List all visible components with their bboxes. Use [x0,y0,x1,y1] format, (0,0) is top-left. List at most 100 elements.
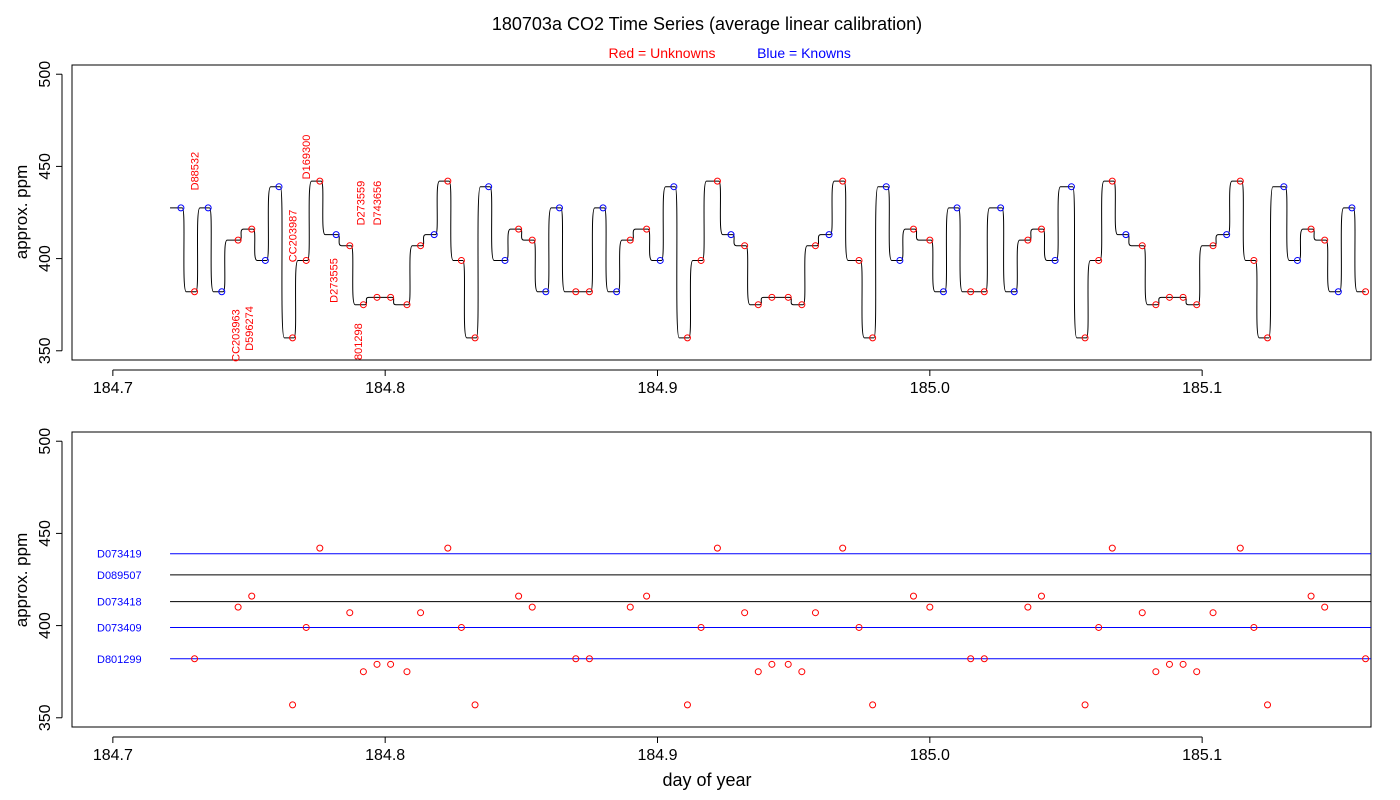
top-x-tick-label: 185.1 [1182,380,1222,397]
unknown-point [359,668,367,676]
unknown-point [191,655,199,663]
unknown-point [1165,293,1173,301]
unknown-point [626,603,634,611]
known-point [1293,256,1301,264]
unknown-point [289,334,297,342]
unknown-point [697,623,705,631]
bottom-y-tick-label: 500 [37,428,54,455]
top-panel: approx. ppm 184.7 184.8 184.9 185.0 185.1 350… [12,61,1372,397]
known-point [953,204,961,212]
unknown-point [471,701,479,709]
sample-label: 801298 [353,323,365,360]
unknown-point [741,242,749,250]
top-y-tick-label: 350 [37,337,54,364]
unknown-point [528,236,536,244]
reference-label: D073419 [97,549,142,561]
top-x-tick-label: 184.7 [93,380,133,397]
unknown-point [798,668,806,676]
sample-label: CC203987 [288,210,300,263]
unknown-point [1321,603,1329,611]
known-point [261,256,269,264]
unknown-point [643,225,651,233]
unknown-point [811,242,819,250]
unknown-point [191,288,199,296]
unknown-point [967,288,975,296]
known-point [882,183,890,191]
top-y-tick-label: 450 [37,153,54,180]
top-x-tick-label: 184.9 [637,380,677,397]
unknown-point [1307,225,1315,233]
unknown-point [784,660,792,668]
known-point [218,288,226,296]
unknown-point [572,655,580,663]
bottom-panel: approx. ppm 184.7 184.8 184.9 185.0 185.1 350… [12,428,1372,790]
unknown-point [346,609,354,617]
sample-label: D743656 [372,181,384,226]
unknown-point [784,293,792,301]
unknown-point [457,256,465,264]
unknown-point [1095,623,1103,631]
unknown-point [1138,242,1146,250]
unknown-point [1321,236,1329,244]
known-point [599,204,607,212]
unknown-point [869,334,877,342]
unknown-point [1236,177,1244,185]
sample-label: D169300 [301,135,313,180]
bottom-x-tick-label: 185.0 [910,747,950,764]
known-point [1067,183,1075,191]
top-y-axis-label: approx. ppm [12,165,31,260]
bottom-y-axis-label: approx. ppm [12,533,31,628]
unknown-point [1209,609,1217,617]
unknown-point [1024,236,1032,244]
unknown-point [1179,660,1187,668]
known-point [1010,288,1018,296]
bottom-y-tick-label: 400 [37,612,54,639]
sample-label: D273555 [328,258,340,303]
unknown-point [768,660,776,668]
unknown-point [869,701,877,709]
unknown-point [926,236,934,244]
unknown-point [926,603,934,611]
unknown-point [316,544,324,552]
unknown-point [387,293,395,301]
unknown-point [839,544,847,552]
unknown-point [697,256,705,264]
known-point [204,204,212,212]
sample-label: D596274 [244,306,256,351]
unknown-point [754,668,762,676]
unknown-point [1179,293,1187,301]
sample-label: D88532 [190,152,202,191]
reference-label: D089507 [97,570,142,582]
top-plot-frame [71,64,1372,361]
unknown-point [909,592,917,600]
unknown-point [417,609,425,617]
unknown-point [1193,301,1201,309]
unknown-point [1362,288,1370,296]
unknown-point [1264,701,1272,709]
unknown-point [1209,242,1217,250]
unknown-point [1362,655,1370,663]
unknown-point [248,592,256,600]
known-point [670,183,678,191]
unknown-point [302,623,310,631]
unknown-point [302,256,310,264]
unknown-point [515,592,523,600]
unknown-point [811,609,819,617]
unknown-point [387,660,395,668]
x-axis-label: day of year [662,770,751,790]
bottom-y-tick-label: 350 [37,704,54,731]
known-point [542,288,550,296]
bottom-y-tick-label: 450 [37,520,54,547]
known-point [275,183,283,191]
unknown-point [248,225,256,233]
reference-label: D073418 [97,597,142,609]
unknown-point [373,293,381,301]
known-point [485,183,493,191]
known-point [1223,231,1231,239]
top-x-tick-label: 185.0 [910,380,950,397]
unknown-point [683,334,691,342]
unknown-point [855,623,863,631]
legend-unknowns: Red = Unknowns [608,45,715,61]
known-point [613,288,621,296]
unknown-point [234,603,242,611]
